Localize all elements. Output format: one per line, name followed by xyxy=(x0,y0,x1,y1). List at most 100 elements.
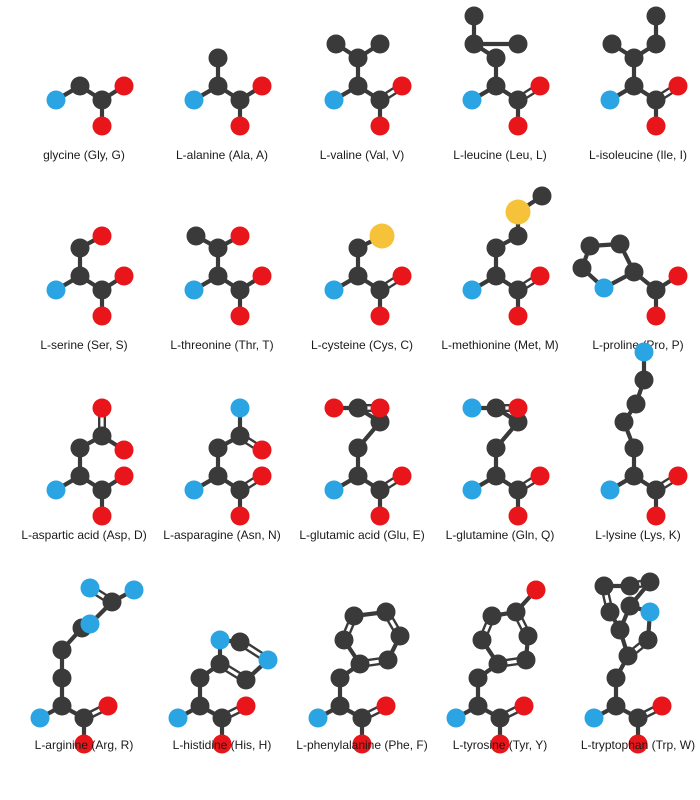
oxygen-atom xyxy=(668,266,688,286)
oxygen-atom xyxy=(370,398,390,418)
molecule-model-glycine xyxy=(46,76,134,136)
carbon-atom xyxy=(594,576,614,596)
oxygen-atom xyxy=(628,734,648,754)
carbon-atom xyxy=(468,668,488,688)
amino-acid-label: L-proline (Pro, P) xyxy=(592,338,684,352)
carbon-atom xyxy=(600,602,620,622)
molecule-model-l-arginine xyxy=(30,578,144,754)
oxygen-atom xyxy=(212,734,232,754)
carbon-atom xyxy=(208,238,228,258)
carbon-atom xyxy=(330,668,350,688)
amino-acid-label: L-tryptophan (Trp, W) xyxy=(580,738,696,752)
oxygen-atom xyxy=(392,266,412,286)
molecule-l-glutamine: L-glutamine (Gln, Q) xyxy=(430,380,570,580)
molecule-l-methionine: L-methionine (Met, M) xyxy=(430,186,570,390)
carbon-atom xyxy=(610,620,630,640)
oxygen-atom xyxy=(508,116,528,136)
molecule-model-l-glutamine xyxy=(462,398,550,526)
amino-acid-label: L-leucine (Leu, L) xyxy=(453,148,547,162)
molecule-l-phenylalanine: L-phenylalanine (Phe, F) xyxy=(292,570,432,770)
amino-acid-label: L-isoleucine (Ile, I) xyxy=(588,148,688,162)
oxygen-atom xyxy=(530,76,550,96)
oxygen-atom xyxy=(392,466,412,486)
carbon-atom xyxy=(508,412,528,432)
carbon-atom xyxy=(646,34,666,54)
carbon-atom xyxy=(508,480,528,500)
carbon-atom xyxy=(624,48,644,68)
amino-acid-label: L-aspartic acid (Asp, D) xyxy=(21,528,147,542)
oxygen-atom xyxy=(646,116,666,136)
carbon-atom xyxy=(208,266,228,286)
oxygen-atom xyxy=(668,76,688,96)
molecule-model-l-alanine xyxy=(184,48,272,136)
amino-acid-label: L-tyrosine (Tyr, Y) xyxy=(452,738,548,752)
nitrogen-atom xyxy=(184,90,204,110)
carbon-atom xyxy=(74,708,94,728)
carbon-atom xyxy=(464,6,484,26)
carbon-atom xyxy=(506,602,526,622)
molecule-l-tyrosine: L-tyrosine (Tyr, Y) xyxy=(430,570,570,770)
oxygen-atom xyxy=(114,266,134,286)
amino-acid-label: L-asparagine (Asn, N) xyxy=(163,528,281,542)
molecule-model-l-leucine xyxy=(462,6,550,136)
carbon-atom xyxy=(646,90,666,110)
carbon-atom xyxy=(70,238,90,258)
carbon-atom xyxy=(330,696,350,716)
oxygen-atom xyxy=(646,306,666,326)
molecule-model-l-methionine xyxy=(462,186,552,326)
oxygen-atom xyxy=(114,466,134,486)
carbon-atom xyxy=(230,632,250,652)
oxygen-atom xyxy=(252,266,272,286)
carbon-atom xyxy=(230,480,250,500)
oxygen-atom xyxy=(652,696,672,716)
nitrogen-atom xyxy=(600,90,620,110)
carbon-atom xyxy=(390,626,410,646)
sulfur-atom xyxy=(505,199,531,225)
nitrogen-atom xyxy=(462,480,482,500)
nitrogen-atom xyxy=(258,650,278,670)
molecule-model-l-phenylalanine xyxy=(308,602,410,754)
oxygen-atom xyxy=(236,696,256,716)
molecule-model-l-glutamic-acid xyxy=(324,398,412,526)
carbon-atom xyxy=(490,708,510,728)
molecule-l-tryptophan: L-tryptophan (Trp, W) xyxy=(568,570,700,770)
molecule-l-lysine: L-lysine (Lys, K) xyxy=(568,342,700,580)
carbon-atom xyxy=(620,576,640,596)
molecule-l-histidine: L-histidine (His, H) xyxy=(152,570,292,770)
carbon-atom xyxy=(70,76,90,96)
oxygen-atom xyxy=(252,76,272,96)
carbon-atom xyxy=(326,34,346,54)
oxygen-atom xyxy=(370,116,390,136)
molecule-l-leucine: L-leucine (Leu, L) xyxy=(430,0,570,200)
oxygen-atom xyxy=(490,734,510,754)
carbon-atom xyxy=(624,262,644,282)
molecule-l-arginine: L-arginine (Arg, R) xyxy=(14,570,154,770)
amino-acid-label: L-phenylalanine (Phe, F) xyxy=(296,738,428,752)
carbon-atom xyxy=(618,646,638,666)
carbon-atom xyxy=(344,606,364,626)
carbon-atom xyxy=(70,266,90,286)
nitrogen-atom xyxy=(324,90,344,110)
carbon-atom xyxy=(230,280,250,300)
molecule-l-threonine: L-threonine (Thr, T) xyxy=(152,190,292,390)
sulfur-atom xyxy=(369,223,395,249)
carbon-atom xyxy=(486,76,506,96)
molecule-model-l-tryptophan xyxy=(584,572,672,754)
oxygen-atom xyxy=(324,398,344,418)
amino-acid-label: L-lysine (Lys, K) xyxy=(595,528,681,542)
oxygen-atom xyxy=(530,466,550,486)
nitrogen-atom xyxy=(324,280,344,300)
carbon-atom xyxy=(348,466,368,486)
oxygen-atom xyxy=(230,306,250,326)
oxygen-atom xyxy=(230,506,250,526)
oxygen-atom xyxy=(392,76,412,96)
carbon-atom xyxy=(208,466,228,486)
carbon-atom xyxy=(208,48,228,68)
carbon-atom xyxy=(230,90,250,110)
carbon-atom xyxy=(486,48,506,68)
nitrogen-atom xyxy=(230,398,250,418)
oxygen-atom xyxy=(230,226,250,246)
nitrogen-atom xyxy=(30,708,50,728)
carbon-atom xyxy=(208,438,228,458)
oxygen-atom xyxy=(646,506,666,526)
